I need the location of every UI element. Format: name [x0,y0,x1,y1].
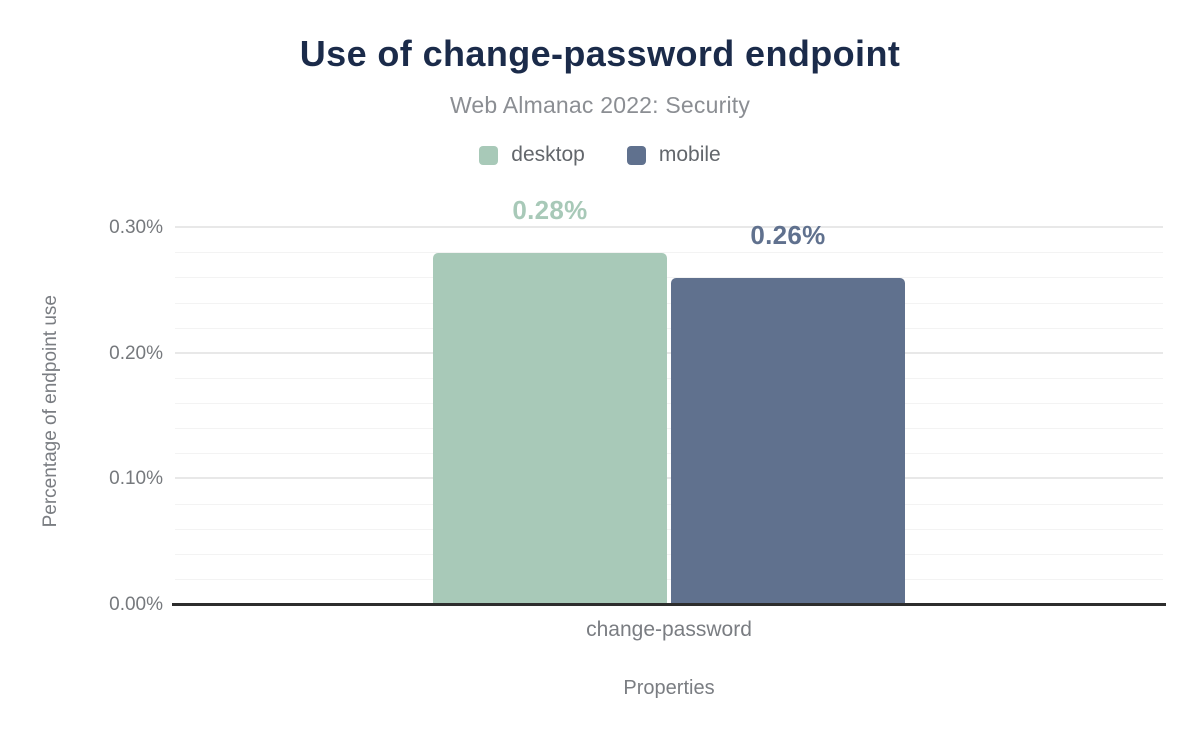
y-axis-title-text: Percentage of endpoint use [40,294,61,528]
legend-label: desktop [511,143,585,166]
bar-desktop[interactable] [433,253,667,605]
minor-gridline [175,302,1163,304]
x-axis-baseline [172,603,1166,606]
x-axis-title: Properties [623,677,715,699]
data-label-mobile: 0.26% [750,220,826,251]
minor-gridline [175,377,1163,379]
plot-area: 0.28% 0.26% [172,197,1166,606]
y-tick-label: 0.00% [109,594,163,615]
legend-item-mobile[interactable]: mobile [626,143,721,167]
y-tick-label: 0.20% [109,342,163,364]
chart-subtitle: Web Almanac 2022: Security [449,92,751,118]
y-tick-label: 0.10% [109,468,163,490]
minor-gridline [175,428,1163,430]
chart-title: Use of change-password endpoint [299,33,901,74]
x-category-label: change-password [586,618,752,641]
major-gridline [175,351,1163,354]
legend-item-desktop[interactable]: desktop [479,143,585,167]
y-axis-title: Percentage of endpoint use [38,210,64,612]
minor-gridline [175,453,1163,455]
chart-legend: desktop mobile [0,143,1200,167]
minor-gridline [175,553,1163,555]
legend-label: mobile [658,143,721,166]
minor-gridline [175,252,1163,254]
bar-mobile[interactable] [671,278,905,605]
minor-gridline [175,277,1163,279]
major-gridline [175,226,1163,229]
data-label-desktop: 0.28% [512,195,588,226]
y-tick-label: 0.30% [109,217,163,239]
legend-swatch-mobile [626,145,646,165]
legend-swatch-desktop [479,145,499,165]
minor-gridline [175,578,1163,580]
major-gridline [175,477,1163,480]
minor-gridline [175,528,1163,530]
minor-gridline [175,503,1163,505]
minor-gridline [175,327,1163,329]
minor-gridline [175,403,1163,404]
